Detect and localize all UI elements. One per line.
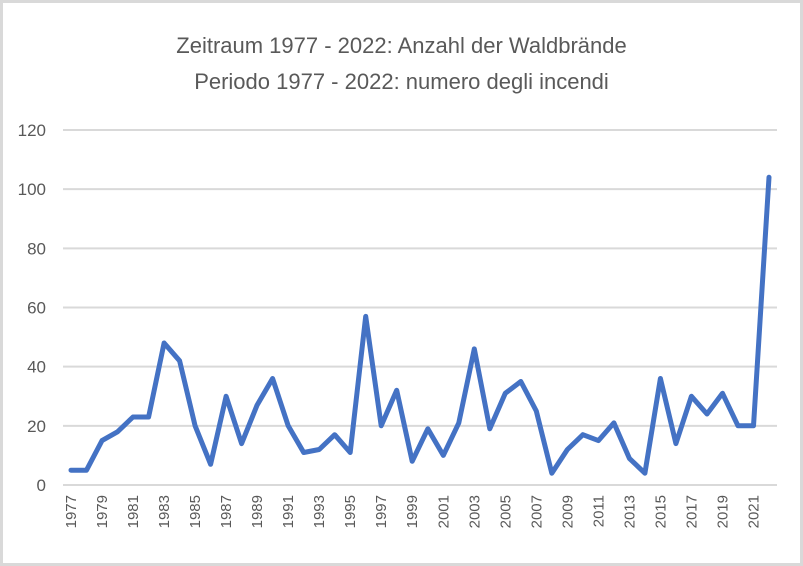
gridlines: [63, 129, 777, 486]
x-tick-label: 1981: [125, 495, 142, 528]
data-series-line: [68, 174, 772, 476]
x-tick-label: 2011: [590, 495, 607, 527]
y-tick-label: 0: [37, 476, 46, 495]
chart-title-line-2: Periodo 1977 - 2022: numero degli incend…: [194, 69, 609, 94]
x-tick-label: 2007: [528, 495, 545, 528]
x-tick-label: 2021: [745, 495, 762, 528]
x-tick-label: 2003: [466, 495, 483, 528]
x-tick-label: 1995: [342, 495, 359, 528]
x-tick-label: 1991: [280, 495, 297, 528]
y-tick-label: 100: [18, 180, 46, 199]
y-tick-label: 80: [27, 239, 46, 258]
x-tick-label: 2019: [714, 495, 731, 528]
x-tick-label: 1977: [63, 495, 80, 528]
x-tick-label: 2005: [497, 495, 514, 528]
chart-title: Zeitraum 1977 - 2022: Anzahl der Waldbrä…: [0, 28, 803, 100]
x-axis-labels: 1977 1979 1981 1983 1985 1987 1989 1991 1993 1995…: [63, 495, 762, 528]
x-tick-label: 1979: [94, 495, 111, 528]
x-tick-label: 2001: [435, 495, 452, 528]
x-tick-label: 1987: [218, 495, 235, 528]
chart-title-line-1: Zeitraum 1977 - 2022: Anzahl der Waldbrä…: [176, 33, 627, 58]
x-tick-label: 1989: [249, 495, 266, 528]
x-tick-label: 2013: [621, 495, 638, 528]
y-tick-label: 20: [27, 417, 46, 436]
y-tick-label: 40: [27, 358, 46, 377]
x-tick-label: 1983: [156, 495, 173, 528]
y-tick-label: 120: [18, 121, 46, 140]
x-tick-label: 2017: [683, 495, 700, 528]
x-tick-label: 1999: [404, 495, 421, 528]
x-tick-label: 1997: [373, 495, 390, 528]
x-tick-label: 2009: [559, 495, 576, 528]
x-tick-label: 1985: [187, 495, 204, 528]
x-tick-label: 1993: [311, 495, 328, 528]
y-axis-labels: 0 20 40 60 80 100 120: [18, 121, 46, 495]
x-tick-label: 2015: [652, 495, 669, 528]
y-tick-label: 60: [27, 299, 46, 318]
